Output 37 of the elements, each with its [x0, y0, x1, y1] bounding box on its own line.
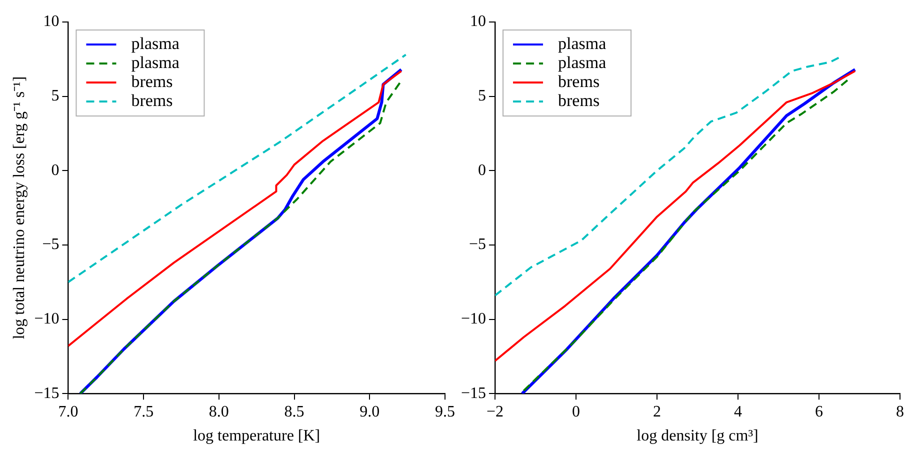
x-tick-label: 0 — [572, 403, 580, 420]
x-tick-label: 7.5 — [134, 403, 154, 420]
legend-label: plasma — [131, 34, 180, 53]
x-tick-label: 2 — [653, 403, 662, 420]
y-tick-label: −10 — [460, 310, 486, 328]
x-tick-label: 4 — [734, 403, 742, 420]
y-tick-label: 10 — [43, 13, 60, 30]
y-axis-title: log total neutrino energy loss [erg g⁻¹ s⁻¹] — [10, 76, 28, 340]
x-tick-label: 6 — [815, 403, 824, 420]
y-tick-label: 10 — [470, 13, 486, 30]
legend-label: brems — [558, 72, 600, 91]
x-tick-label: 9.5 — [435, 403, 455, 420]
y-tick-label: −15 — [460, 384, 486, 402]
legend-label: plasma — [558, 52, 607, 72]
legend-label: brems — [131, 72, 173, 91]
x-tick-label: 9.0 — [360, 403, 380, 420]
x-tick-label: −2 — [486, 403, 504, 420]
y-tick-label: 5 — [51, 88, 60, 105]
legend-label: plasma — [558, 34, 607, 53]
line-series — [68, 54, 407, 284]
y-tick-label: −5 — [468, 236, 486, 254]
y-tick-label: −5 — [42, 236, 60, 254]
x-axis-title: log temperature [K] — [193, 428, 320, 445]
legend-label: plasma — [131, 52, 180, 72]
y-tick-label: 0 — [478, 162, 486, 179]
x-tick-label: 7.0 — [58, 403, 78, 420]
line-series — [495, 56, 840, 296]
x-axis-title: log density [g cm³] — [636, 428, 758, 445]
x-tick-label: 8.5 — [284, 403, 304, 420]
x-tick-label: 8 — [896, 403, 904, 420]
x-tick-label: 8.0 — [208, 403, 229, 420]
y-tick-label: −15 — [34, 384, 60, 402]
legend-label: brems — [558, 90, 600, 110]
y-tick-label: 5 — [478, 88, 486, 105]
y-tick-label: 0 — [51, 162, 60, 179]
legend-label: brems — [131, 90, 173, 110]
y-tick-label: −10 — [34, 310, 60, 328]
